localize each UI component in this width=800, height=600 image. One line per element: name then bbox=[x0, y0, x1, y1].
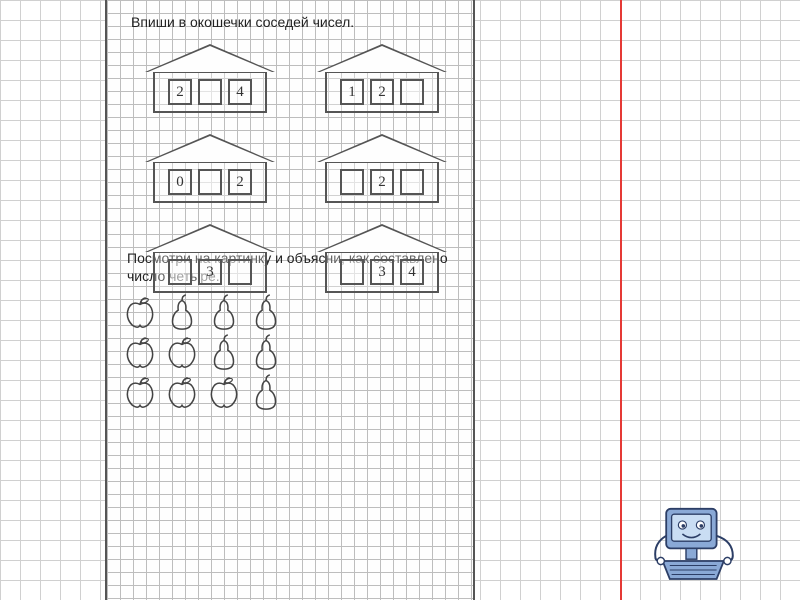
house-5: 34 bbox=[317, 224, 447, 306]
number-window-1[interactable]: 3 bbox=[370, 259, 394, 285]
house-4: 3 bbox=[145, 224, 275, 306]
fruit-row-2 bbox=[121, 373, 463, 411]
apple-icon bbox=[205, 373, 243, 411]
house-roof bbox=[317, 224, 447, 252]
house-roof bbox=[317, 134, 447, 162]
worksheet-panel: Впиши в окошечки соседей чисел. 24120223… bbox=[105, 0, 475, 600]
house-body: 34 bbox=[325, 251, 439, 293]
number-window-0[interactable] bbox=[340, 259, 364, 285]
number-window-0[interactable] bbox=[168, 259, 192, 285]
house-roof bbox=[145, 224, 275, 252]
apple-icon bbox=[121, 373, 159, 411]
house-2: 02 bbox=[145, 134, 275, 216]
pear-icon bbox=[247, 373, 285, 411]
number-window-2[interactable] bbox=[228, 259, 252, 285]
number-window-1[interactable] bbox=[198, 79, 222, 105]
number-window-1[interactable] bbox=[198, 169, 222, 195]
red-margin-rule bbox=[620, 0, 622, 600]
number-window-1[interactable]: 3 bbox=[198, 259, 222, 285]
number-window-0[interactable]: 2 bbox=[168, 79, 192, 105]
house-body: 3 bbox=[153, 251, 267, 293]
house-body: 2 bbox=[325, 161, 439, 203]
house-body: 24 bbox=[153, 71, 267, 113]
number-window-2[interactable] bbox=[400, 79, 424, 105]
number-window-2[interactable]: 2 bbox=[228, 169, 252, 195]
number-window-0[interactable]: 0 bbox=[168, 169, 192, 195]
number-window-1[interactable]: 2 bbox=[370, 79, 394, 105]
fruit-row-1 bbox=[121, 333, 463, 371]
house-roof bbox=[317, 44, 447, 72]
apple-icon bbox=[163, 373, 201, 411]
number-window-0[interactable] bbox=[340, 169, 364, 195]
number-window-2[interactable]: 4 bbox=[228, 79, 252, 105]
house-body: 12 bbox=[325, 71, 439, 113]
number-window-2[interactable]: 4 bbox=[400, 259, 424, 285]
pear-icon bbox=[205, 333, 243, 371]
house-3: 2 bbox=[317, 134, 447, 216]
apple-icon bbox=[163, 333, 201, 371]
apple-icon bbox=[121, 333, 159, 371]
house-roof bbox=[145, 44, 275, 72]
number-window-2[interactable] bbox=[400, 169, 424, 195]
house-1: 12 bbox=[317, 44, 447, 126]
number-window-1[interactable]: 2 bbox=[370, 169, 394, 195]
pear-icon bbox=[247, 333, 285, 371]
house-roof bbox=[145, 134, 275, 162]
instruction-neighbors: Впиши в окошечки соседей чисел. bbox=[131, 14, 463, 30]
computer-mascot-icon bbox=[650, 498, 740, 588]
fruits-region bbox=[121, 293, 463, 411]
house-0: 24 bbox=[145, 44, 275, 126]
house-body: 02 bbox=[153, 161, 267, 203]
number-window-0[interactable]: 1 bbox=[340, 79, 364, 105]
